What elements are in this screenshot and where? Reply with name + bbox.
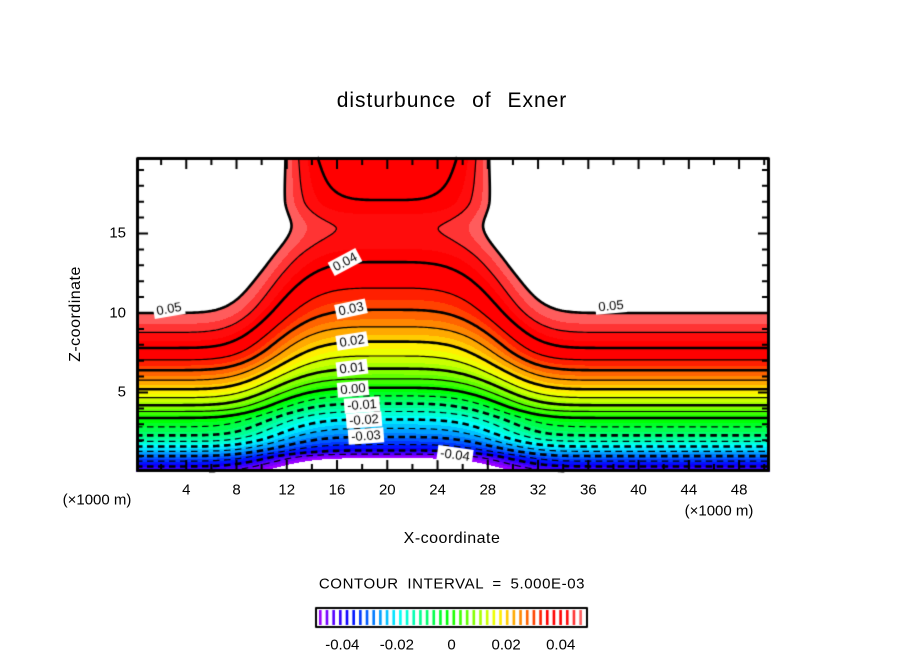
x-tick-label: 24	[429, 481, 446, 499]
x-tick-label: 20	[378, 481, 396, 499]
x-tick-label: 48	[730, 481, 748, 499]
y-tick-label: 10	[109, 304, 126, 322]
x-tick-label: 4	[182, 481, 191, 499]
x-tick-label: 12	[278, 481, 296, 499]
contour-interval-note: CONTOUR INTERVAL = 5.000E-03	[318, 575, 586, 593]
page-title: disturbunce of Exner	[336, 89, 568, 112]
x-axis-label: X-coordinate	[403, 530, 501, 547]
colorbar-tick-label: -0.02	[379, 636, 414, 654]
x-tick-label: 32	[529, 481, 547, 499]
x-tick-label: 8	[232, 481, 241, 499]
colorbar-tick-label: 0.02	[491, 636, 521, 654]
x-tick-label: 40	[630, 481, 647, 499]
y-tick-label: 15	[109, 224, 126, 242]
x-tick-label: 44	[680, 481, 698, 499]
x-axis-unit: (×1000 m)	[684, 502, 754, 520]
y-tick-label: 5	[117, 383, 126, 401]
colorbar-tick-label: -0.04	[325, 636, 360, 654]
z-axis-label: Z-coordinate	[67, 266, 84, 362]
z-axis-unit: (×1000 m)	[62, 491, 132, 509]
colorbar-tick-label: 0.04	[546, 636, 576, 654]
x-tick-label: 28	[479, 481, 497, 499]
x-tick-label: 36	[579, 481, 597, 499]
x-tick-label: 16	[328, 481, 346, 499]
colorbar-tick-label: 0	[447, 636, 456, 654]
